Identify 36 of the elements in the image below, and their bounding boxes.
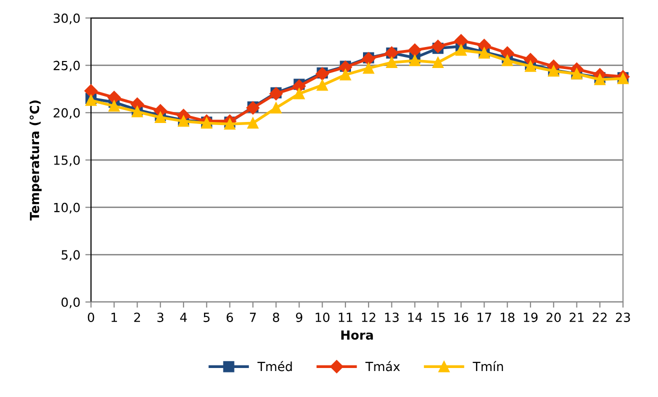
legend-label: Tmín: [472, 361, 503, 372]
x-tick-label: 22: [592, 312, 607, 322]
y-axis-title: Temperatura (°C): [30, 100, 42, 220]
x-tick-label: 7: [250, 312, 256, 322]
x-tick-label: 18: [500, 312, 514, 322]
x-tick-label: 19: [524, 312, 538, 322]
x-tick-label: 14: [408, 312, 422, 322]
y-tick-label: 0,0: [62, 297, 80, 308]
x-tick-label: 8: [272, 312, 280, 322]
y-tick-label: 25,0: [54, 60, 80, 72]
legend-label: Tméd: [257, 361, 292, 372]
y-tick-label: 20,0: [54, 108, 80, 119]
x-tick-label: 4: [180, 312, 187, 322]
x-tick-label: 23: [616, 312, 630, 322]
y-tick-label: 15,0: [54, 155, 80, 166]
x-tick-label: 13: [385, 312, 399, 322]
x-tick-label: 20: [546, 312, 561, 322]
x-tick-label: 17: [478, 312, 492, 322]
x-tick-label: 12: [362, 312, 376, 322]
x-tick-label: 21: [570, 312, 584, 322]
x-axis-title: Hora: [341, 330, 373, 340]
x-tick-label: 9: [296, 312, 302, 322]
x-tick-label: 10: [316, 312, 330, 322]
x-tick-label: 3: [157, 312, 164, 322]
x-tick-label: 0: [88, 312, 94, 322]
x-tick-label: 16: [454, 312, 468, 322]
y-tick-label: 10,0: [54, 202, 80, 214]
y-tick-label: 30,0: [54, 13, 80, 24]
y-tick-label: 5,0: [62, 250, 80, 261]
x-tick-label: 6: [226, 312, 233, 322]
legend-label: Tmáx: [365, 361, 400, 372]
x-tick-label: 5: [204, 312, 210, 322]
x-tick-label: 1: [112, 312, 117, 322]
x-tick-label: 11: [338, 312, 352, 322]
x-tick-label: 2: [134, 312, 140, 322]
x-tick-label: 15: [431, 312, 445, 322]
